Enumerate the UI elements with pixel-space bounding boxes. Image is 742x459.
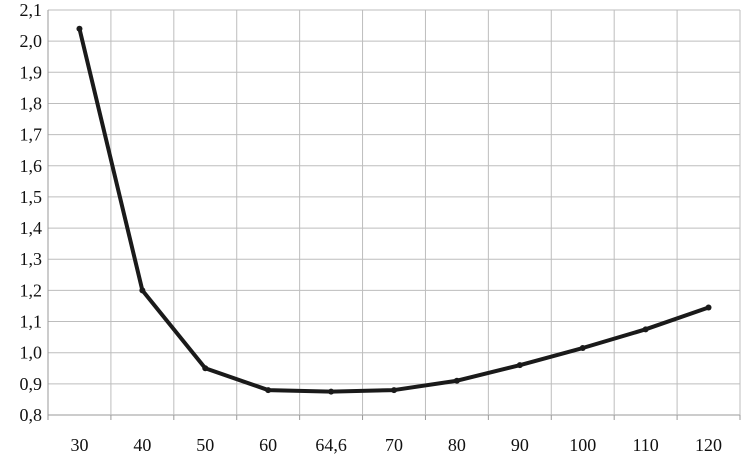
data-point: [328, 388, 335, 395]
data-point: [642, 326, 649, 333]
y-tick-label: 1,6: [20, 156, 43, 176]
y-tick-label: 2,0: [20, 31, 43, 51]
x-tick-label: 100: [569, 435, 596, 455]
y-tick-label: 1,1: [20, 312, 43, 332]
y-tick-label: 1,3: [20, 249, 43, 269]
x-tick-label: 64,6: [315, 435, 347, 455]
data-point: [139, 287, 146, 294]
x-tick-label: 50: [196, 435, 214, 455]
data-point: [453, 377, 460, 384]
x-tick-label: 90: [511, 435, 529, 455]
x-tick-label: 70: [385, 435, 403, 455]
y-tick-label: 0,9: [20, 374, 43, 394]
x-tick-label: 110: [632, 435, 658, 455]
data-point: [516, 362, 523, 369]
x-tick-label: 80: [448, 435, 466, 455]
y-tick-label: 1,8: [20, 93, 43, 113]
y-tick-label: 1,2: [20, 280, 43, 300]
y-tick-label: 1,0: [20, 343, 43, 363]
data-series: [76, 25, 712, 395]
data-point: [265, 387, 272, 394]
y-tick-label: 1,9: [20, 62, 43, 82]
x-tick-label: 60: [259, 435, 277, 455]
data-point: [391, 387, 397, 394]
data-point: [202, 365, 209, 372]
data-point: [76, 25, 83, 32]
x-axis-tick-labels: 30 40 50 60 64,6 70 80 90 100 110 120: [70, 435, 722, 455]
y-tick-label: 0,8: [20, 405, 43, 425]
y-axis-tick-labels: 0,8 0,9 1,0 1,1 1,2 1,3 1,4 1,5 1,6 1,7 1,8 1,9 2,0 2…: [20, 0, 43, 425]
y-tick-label: 2,1: [20, 0, 43, 20]
data-point: [579, 345, 586, 352]
y-tick-label: 1,7: [20, 125, 43, 145]
x-tick-label: 30: [70, 435, 88, 455]
x-tick-label: 40: [133, 435, 151, 455]
y-tick-label: 1,4: [20, 218, 43, 238]
gridlines: [47, 9, 741, 420]
data-point: [705, 304, 712, 311]
y-tick-label: 1,5: [20, 187, 43, 207]
x-tick-label: 120: [695, 435, 722, 455]
